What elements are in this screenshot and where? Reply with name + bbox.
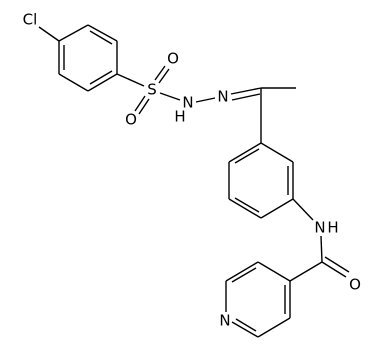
atom-label: N <box>182 94 193 112</box>
atom-label: Cl <box>23 11 38 29</box>
atom-label: O <box>349 276 361 294</box>
atom-label: H <box>327 219 338 237</box>
atom-label: S <box>147 81 157 99</box>
atom-label: O <box>125 111 137 129</box>
atom-labels: Cl S O O N H N N H O N <box>23 11 361 330</box>
bonds <box>38 24 350 338</box>
atom-label: H <box>174 108 185 126</box>
atom-label: N <box>219 312 230 330</box>
atom-label: O <box>167 50 179 68</box>
atom-label: N <box>314 219 325 237</box>
atom-label: N <box>217 88 228 106</box>
